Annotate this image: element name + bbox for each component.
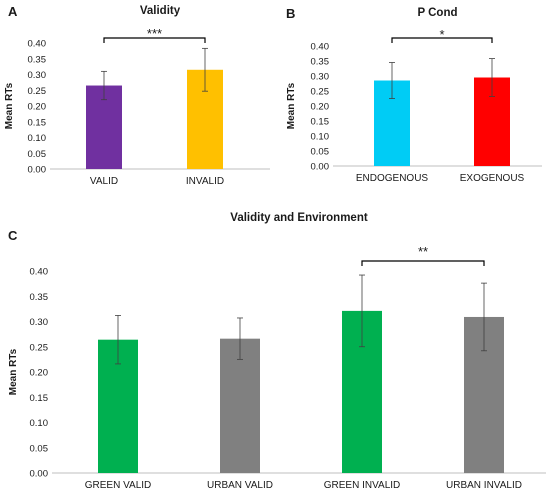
y-tick-label: 0.00	[311, 162, 330, 173]
y-tick-label: 0.35	[28, 54, 47, 65]
y-tick-label: 0.25	[28, 86, 47, 97]
chart-title: Validity and Environment	[230, 212, 368, 224]
y-tick-label: 0.05	[28, 149, 47, 160]
error-bar	[202, 47, 208, 92]
significance-marker: *	[439, 27, 444, 42]
chart-title: P Cond	[417, 7, 457, 19]
significance-marker: ***	[147, 26, 162, 41]
y-tick-label: 0.20	[28, 102, 47, 113]
error-bar	[359, 274, 365, 348]
panel-label: C	[8, 228, 18, 243]
x-tick-label: GREEN VALID	[85, 480, 152, 491]
error-bar	[389, 62, 395, 99]
x-tick-label: GREEN INVALID	[324, 480, 401, 491]
x-tick-label: VALID	[90, 176, 118, 187]
error-bar	[489, 58, 495, 97]
y-tick-label: 0.00	[30, 469, 49, 480]
y-tick-label: 0.35	[311, 57, 330, 68]
y-tick-label: 0.05	[30, 443, 49, 454]
bar	[220, 338, 260, 473]
y-tick-label: 0.25	[311, 87, 330, 98]
y-tick-label: 0.30	[28, 70, 47, 81]
y-tick-label: 0.30	[30, 317, 49, 328]
y-axis-label: Mean RTs	[8, 348, 19, 395]
chart-panel-b: B P Cond Mean RTs 0.00 0.05 0.10 0.15 0.20 0.25 0…	[286, 6, 542, 184]
y-axis-label: Mean RTs	[4, 82, 15, 129]
x-tick-label: ENDOGENOUS	[356, 173, 429, 184]
x-tick-label: URBAN INVALID	[446, 480, 522, 491]
y-tick-label: 0.10	[28, 133, 47, 144]
y-tick-label: 0.10	[30, 418, 49, 429]
y-tick-label: 0.05	[311, 147, 330, 158]
y-tick-label: 0.40	[30, 267, 49, 278]
x-tick-label: EXOGENOUS	[460, 173, 525, 184]
error-bar	[101, 70, 107, 101]
y-tick-label: 0.20	[311, 102, 330, 113]
error-bar	[481, 282, 487, 352]
y-tick-label: 0.20	[30, 368, 49, 379]
significance-bracket	[361, 260, 485, 266]
y-tick-label: 0.15	[28, 117, 47, 128]
chart-panel-a: A Validity Mean RTs 0.00 0.05 0.10 0.15 0.20 0.2…	[4, 4, 270, 187]
significance-marker: **	[418, 244, 428, 259]
y-tick-label: 0.25	[30, 342, 49, 353]
y-tick-label: 0.35	[30, 292, 49, 303]
chart-panel-c: C Validity and Environment Mean RTs 0.00 0.0…	[8, 212, 546, 491]
y-tick-label: 0.15	[30, 393, 49, 404]
significance-bracket	[391, 37, 493, 43]
x-tick-label: INVALID	[186, 176, 224, 187]
panel-label: B	[286, 6, 295, 21]
x-tick-label: URBAN VALID	[207, 480, 273, 491]
error-bar	[237, 317, 243, 360]
y-tick-label: 0.15	[311, 117, 330, 128]
y-tick-label: 0.30	[311, 72, 330, 83]
y-axis-label: Mean RTs	[286, 82, 297, 129]
panel-label: A	[8, 4, 18, 19]
y-tick-label: 0.40	[28, 39, 47, 50]
chart-title: Validity	[140, 5, 181, 17]
error-bar	[115, 315, 121, 365]
significance-bracket	[103, 37, 206, 43]
y-tick-label: 0.10	[311, 132, 330, 143]
y-tick-label: 0.40	[311, 42, 330, 53]
y-tick-label: 0.00	[28, 165, 47, 176]
